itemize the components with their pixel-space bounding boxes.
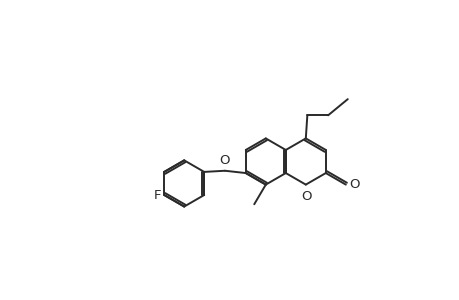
Text: O: O [219,154,230,167]
Text: O: O [349,178,359,191]
Text: F: F [153,188,161,202]
Text: O: O [301,190,311,203]
